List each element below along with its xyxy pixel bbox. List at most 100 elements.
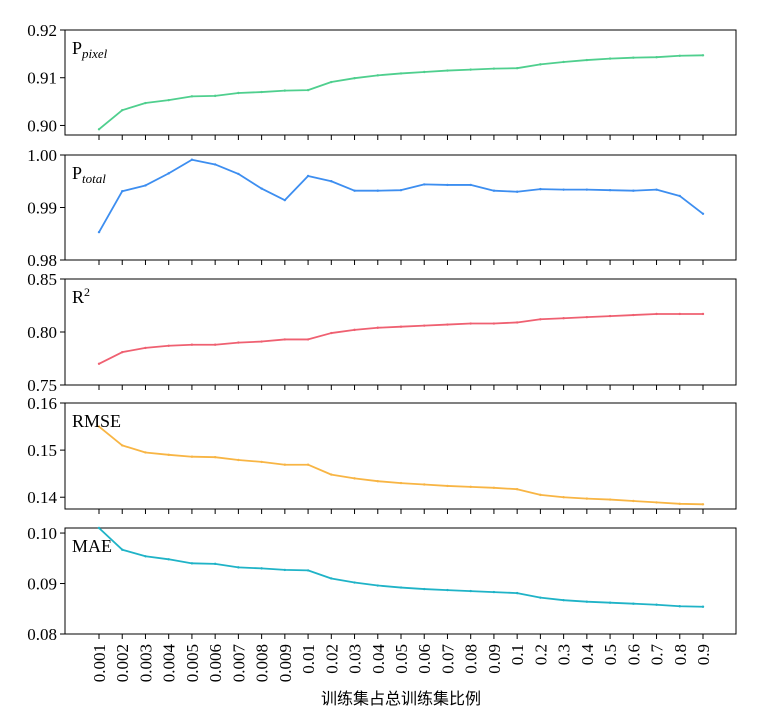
panel-1-data-point: [376, 74, 379, 77]
panel-1-data-point: [655, 56, 658, 59]
panel-5-data-point: [190, 562, 194, 565]
panel-3-data-point: [167, 344, 170, 347]
panel-5-data-point: [446, 588, 449, 592]
panel-3-data-point: [632, 313, 635, 317]
panel-2-data-point: [701, 212, 705, 215]
panel-2-data-point: [283, 198, 287, 202]
panel-2-data-point: [539, 187, 542, 191]
x-tick-label: 0.2: [531, 644, 550, 665]
panel-5-data-point: [283, 568, 287, 572]
panel-1-data-point: [562, 60, 565, 64]
panel-2-data-point: [446, 183, 449, 187]
panel-2-data-point: [678, 194, 681, 198]
panel-4-data-point: [121, 444, 124, 447]
x-tick-label: 0.001: [90, 644, 109, 682]
panel-2-data-point: [376, 189, 379, 192]
panel-3-ytick-label: 0.80: [27, 323, 57, 342]
panel-3-data-point: [97, 362, 101, 365]
panel-5-data-point: [515, 591, 519, 595]
panel-1-data-point: [353, 77, 356, 80]
x-tick-label: 0.09: [485, 644, 504, 674]
panel-1-series-line: [98, 54, 704, 130]
panel-5-ytick-label: 0.09: [27, 575, 57, 594]
panel-1-data-point: [701, 54, 705, 57]
panel-3-data-point: [655, 312, 658, 316]
panel-2-data-point: [399, 188, 403, 192]
panel-3-data-point: [144, 346, 147, 350]
panel-5-data-point: [353, 581, 356, 584]
panel-1-data-point: [585, 58, 589, 62]
panel-3-data-point: [330, 331, 333, 335]
x-tick-label: 0.4: [578, 644, 597, 666]
panel-1-data-point: [423, 70, 426, 74]
panel-5-ytick-label: 0.10: [27, 524, 57, 543]
x-tick-label: 0.3: [555, 644, 574, 665]
panel-4-data-point: [492, 486, 496, 489]
panel-4-data-point: [515, 488, 519, 491]
x-tick-label: 0.002: [113, 644, 132, 682]
x-tick-label: 0.01: [299, 644, 318, 674]
x-tick-label: 0.003: [136, 644, 155, 682]
x-tick-label: 0.5: [601, 644, 620, 665]
panel-2-data-point: [167, 172, 170, 175]
panel-4-data-point: [632, 499, 635, 503]
panel-3-data-point: [469, 322, 472, 325]
panel-1-data-point: [515, 66, 519, 70]
panel-4-data-point: [260, 460, 263, 464]
panel-4-data-point: [97, 425, 101, 428]
panel-2-data-point: [306, 174, 310, 178]
panel-4-data-point: [144, 451, 147, 454]
panel-3-data-point: [306, 338, 310, 341]
panel-1-data-point: [399, 72, 403, 75]
x-tick-label: 0.07: [438, 644, 457, 674]
panel-5-data-point: [376, 584, 379, 587]
panel-5-data-point: [167, 558, 170, 561]
x-tick-label: 0.04: [369, 644, 388, 674]
panel-4-data-point: [608, 498, 612, 501]
panel-3-data-point: [585, 315, 589, 319]
panel-1-data-point: [469, 68, 472, 71]
panel-1-data-point: [144, 101, 147, 105]
panel-3-data-point: [446, 323, 449, 326]
panel-3-data-point: [515, 321, 519, 324]
panel-1-data-point: [608, 57, 612, 60]
panel-3-data-point: [213, 343, 217, 346]
panel-4-data-point: [376, 480, 379, 483]
panel-4-data-point: [701, 503, 705, 506]
panel-4-data-point: [190, 455, 194, 458]
panel-5-data-point: [213, 562, 217, 566]
panel-3-data-point: [701, 312, 705, 316]
panel-2-data-point: [562, 188, 565, 191]
x-tick-label: 0.08: [462, 644, 481, 674]
panel-1-data-point: [283, 89, 287, 92]
x-tick-label: 0.1: [508, 644, 527, 665]
panel-1-data-point: [632, 56, 635, 59]
panel-3-data-point: [399, 325, 403, 328]
panel-5-data-point: [97, 526, 101, 530]
panel-3-data-point: [260, 340, 263, 343]
panel-5-series-line: [98, 527, 704, 608]
x-tick-label: 0.004: [160, 644, 179, 683]
panel-5-data-point: [237, 566, 240, 569]
x-tick-label: 0.05: [392, 644, 411, 674]
panel-1-ytick-label: 0.90: [27, 116, 57, 135]
panel-1-ytick-label: 0.91: [27, 69, 57, 88]
panel-5-data-point: [260, 567, 263, 570]
panel-5-data-point: [678, 605, 681, 608]
panel-4-data-point: [539, 493, 542, 497]
panel-1-frame: [64, 29, 737, 136]
panel-2-data-point: [585, 188, 589, 191]
panel-3-data-point: [423, 324, 426, 327]
panel-2-ytick-label: 0.98: [27, 251, 57, 270]
panel-5-data-point: [469, 589, 472, 593]
x-tick-label: 0.007: [229, 644, 248, 683]
x-tick-label: 0.06: [415, 644, 434, 674]
panel-1-data-point: [167, 98, 170, 102]
panel-3-ytick-label: 0.85: [27, 270, 57, 289]
panel-2-data-point: [190, 158, 194, 161]
panel-2-data-point: [260, 187, 263, 190]
panel-2-data-point: [632, 189, 635, 192]
panel-4-data-point: [655, 501, 658, 504]
panel-3-data-point: [678, 312, 681, 316]
